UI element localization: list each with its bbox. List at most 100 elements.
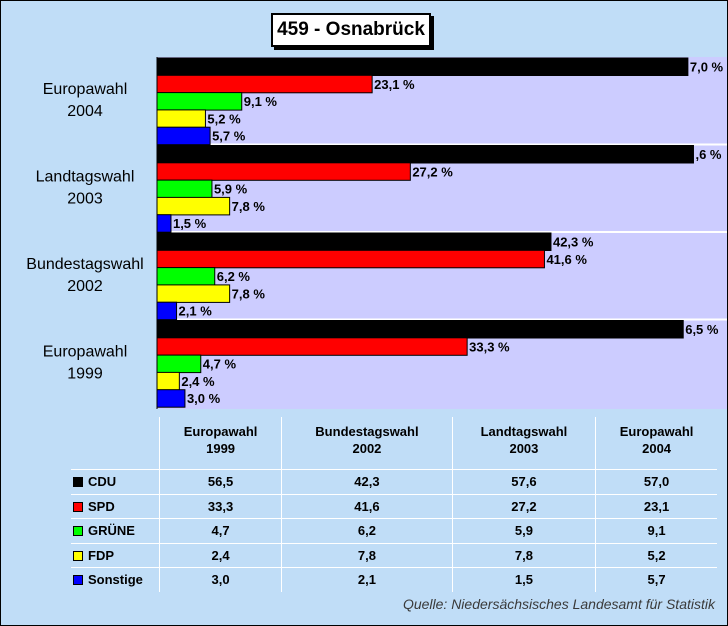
table-cell: 9,1 (595, 518, 717, 543)
bar-spd (156, 162, 411, 181)
category-label: 2003 (67, 191, 103, 208)
table-cell: 27,2 (451, 493, 596, 519)
table-corner (71, 417, 160, 470)
category-label: Bundestagswahl (26, 256, 143, 273)
bar-chart: 7,0 % 23,1 % 9,1 %5,2 % 5,7 % ,6 % 27,2 % 5,9 … (26, 57, 727, 409)
bar-grne (156, 179, 213, 199)
category-labels-group: Europawahl 2004 Landtagswahl 2003 Bundestags… (26, 81, 143, 383)
bar-value-label: 9,1 % (244, 94, 278, 109)
bar-sonstige (156, 126, 211, 146)
bar-sonstige (156, 389, 186, 408)
bar-value-label: 4,7 % (203, 357, 237, 372)
party-cell: CDU (71, 469, 160, 494)
table-cell: 3,0 (158, 567, 282, 592)
table-row: FDP 2,4 7,8 7,8 5,2 (71, 542, 717, 568)
bar-value-label: 41,6 % (546, 252, 587, 267)
table-header-row: Europawahl 1999 Bundestagswahl 2002 Landta… (71, 417, 717, 470)
bar-value-label: 5,9 % (214, 182, 248, 197)
bar-sonstige (156, 301, 178, 321)
party-name: GRÜNE (88, 523, 135, 539)
legend-swatch (73, 575, 83, 586)
party-cell: Sonstige (71, 567, 160, 592)
table-cell: 5,9 (451, 518, 596, 543)
bar-value-label: 5,7 % (212, 129, 246, 144)
table-cell: 7,8 (451, 542, 596, 568)
table-row: Sonstige 3,0 2,1 1,5 5,7 (71, 567, 717, 592)
table-header-cell: Europawahl 1999 (158, 417, 282, 470)
bar-cdu (156, 232, 552, 251)
bar-value-label: 7,8 % (232, 286, 266, 301)
table-body: CDU 56,5 42,3 57,6 57,0 SPD 33,3 41,6 27,2 23,1 GR… (71, 469, 717, 592)
bar-value-label: 2,1 % (179, 304, 213, 319)
bar-value-label: 6,2 % (217, 269, 251, 284)
legend-swatch (73, 477, 83, 488)
table-cell: 42,3 (281, 469, 453, 494)
table-header-cell: Europawahl 2004 (595, 417, 717, 470)
bar-grne (156, 92, 243, 111)
table-cell: 5,2 (595, 542, 717, 568)
bar-fdp (156, 109, 206, 128)
bar-value-label: ,6 % (695, 147, 721, 162)
bar-fdp (156, 284, 231, 303)
legend-swatch (73, 501, 83, 512)
value-labels-group: 7,0 % 23,1 % 9,1 %5,2 % 5,7 % ,6 % 27,2 % 5,9 … (173, 60, 724, 407)
category-label: 2004 (67, 103, 103, 120)
bar-value-label: 2,4 % (181, 374, 215, 389)
bar-value-label: 42,3 % (553, 235, 594, 250)
bar-value-label: 33,3 % (469, 339, 510, 354)
source-note: Quelle: Niedersächsisches Landesamt für … (402, 596, 715, 612)
table-cell: 33,3 (158, 493, 282, 519)
party-cell: SPD (71, 493, 160, 519)
party-cell: FDP (71, 542, 160, 568)
bar-spd (156, 337, 468, 356)
table-cell: 2,1 (281, 567, 453, 592)
bar-cdu (156, 145, 694, 164)
table-cell: 6,2 (281, 518, 453, 543)
table-header-cell: Bundestagswahl 2002 (281, 417, 453, 470)
party-name: CDU (88, 474, 117, 490)
bar-spd (156, 249, 545, 269)
bar-sonstige (156, 214, 172, 233)
data-table: Europawahl 1999 Bundestagswahl 2002 Landta… (71, 417, 717, 592)
table-cell: 56,5 (158, 469, 282, 494)
table-row: CDU 56,5 42,3 57,6 57,0 (71, 469, 717, 494)
table-cell: 57,6 (451, 469, 596, 494)
group-separators (157, 143, 727, 321)
bar-value-label: 7,8 % (232, 199, 266, 214)
bar-value-label: 3,0 % (187, 391, 221, 406)
legend-swatch (73, 550, 83, 561)
table-cell: 2,4 (158, 542, 282, 568)
party-name: FDP (88, 547, 114, 563)
bar-fdp (156, 371, 180, 391)
legend-swatch (73, 526, 83, 537)
table-row: SPD 33,3 41,6 27,2 23,1 (71, 493, 717, 519)
bar-cdu (156, 57, 689, 76)
party-cell: GRÜNE (71, 518, 160, 543)
bar-value-label: 7,0 % (690, 60, 724, 75)
party-name: Sonstige (88, 572, 143, 588)
category-label: Europawahl (43, 344, 128, 361)
bar-grne (156, 267, 216, 286)
bar-value-label: 27,2 % (412, 164, 453, 179)
bar-spd (156, 74, 373, 94)
bar-value-label: 1,5 % (173, 216, 207, 231)
bar-value-label: 6,5 % (685, 322, 719, 337)
chart-title: 459 - Osnabrück (271, 13, 431, 47)
category-label: 1999 (67, 366, 103, 383)
table-cell: 57,0 (595, 469, 717, 494)
category-label: Landtagswahl (36, 169, 135, 186)
bar-value-label: 5,2 % (207, 111, 241, 126)
party-name: SPD (88, 498, 115, 514)
table-cell: 41,6 (281, 493, 453, 519)
table-cell: 5,7 (595, 567, 717, 592)
category-label: 2002 (67, 278, 103, 295)
table-header-cell: Landtagswahl 2003 (451, 417, 596, 470)
table-cell: 4,7 (158, 518, 282, 543)
bar-fdp (156, 196, 231, 216)
category-label: Europawahl (43, 81, 128, 98)
bar-value-label: 23,1 % (374, 77, 415, 92)
table-cell: 23,1 (595, 493, 717, 519)
table-cell: 1,5 (451, 567, 596, 592)
bar-grne (156, 354, 202, 374)
